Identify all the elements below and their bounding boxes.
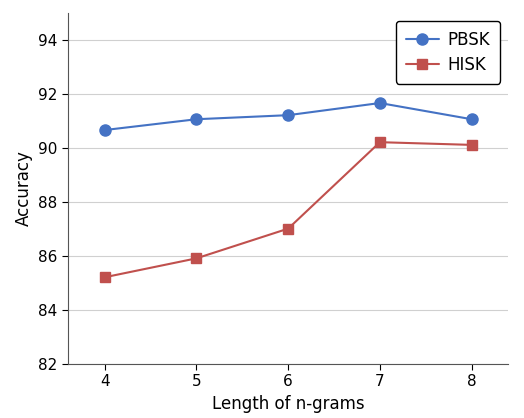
PBSK bbox=[377, 100, 383, 105]
PBSK bbox=[468, 117, 475, 122]
PBSK bbox=[193, 117, 200, 122]
PBSK bbox=[102, 127, 108, 133]
X-axis label: Length of n-grams: Length of n-grams bbox=[212, 395, 365, 413]
Line: PBSK: PBSK bbox=[99, 97, 477, 135]
HISK bbox=[193, 256, 200, 261]
PBSK bbox=[285, 113, 291, 118]
HISK bbox=[102, 275, 108, 280]
Y-axis label: Accuracy: Accuracy bbox=[15, 150, 33, 226]
HISK bbox=[468, 143, 475, 148]
HISK bbox=[285, 226, 291, 231]
Line: HISK: HISK bbox=[100, 138, 476, 282]
HISK bbox=[377, 140, 383, 145]
Legend: PBSK, HISK: PBSK, HISK bbox=[396, 21, 500, 84]
